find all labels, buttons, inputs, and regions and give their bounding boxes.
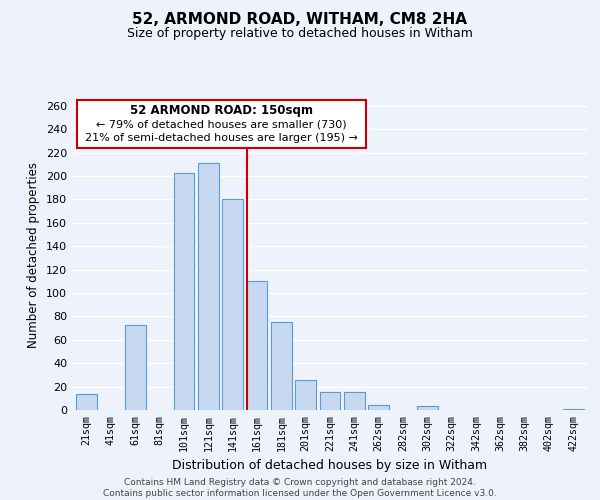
Bar [320,392,340,410]
X-axis label: Distribution of detached houses by size in Witham: Distribution of detached houses by size … [172,459,488,472]
Text: Contains HM Land Registry data © Crown copyright and database right 2024.
Contai: Contains HM Land Registry data © Crown c… [103,478,497,498]
Text: 21% of semi-detached houses are larger (195) →: 21% of semi-detached houses are larger (… [85,134,358,143]
FancyBboxPatch shape [77,100,366,148]
Bar [76,394,97,410]
Bar [271,322,292,410]
Bar [344,392,365,410]
Bar [125,324,146,410]
Bar [198,163,218,410]
Bar [368,406,389,410]
Text: 52 ARMOND ROAD: 150sqm: 52 ARMOND ROAD: 150sqm [130,104,313,117]
Text: 52, ARMOND ROAD, WITHAM, CM8 2HA: 52, ARMOND ROAD, WITHAM, CM8 2HA [133,12,467,28]
Bar [247,282,268,410]
Bar [222,200,243,410]
Text: Size of property relative to detached houses in Witham: Size of property relative to detached ho… [127,28,473,40]
Bar [417,406,438,410]
Bar [173,172,194,410]
Y-axis label: Number of detached properties: Number of detached properties [28,162,40,348]
Bar [563,409,584,410]
Text: ← 79% of detached houses are smaller (730): ← 79% of detached houses are smaller (73… [97,119,347,129]
Bar [295,380,316,410]
